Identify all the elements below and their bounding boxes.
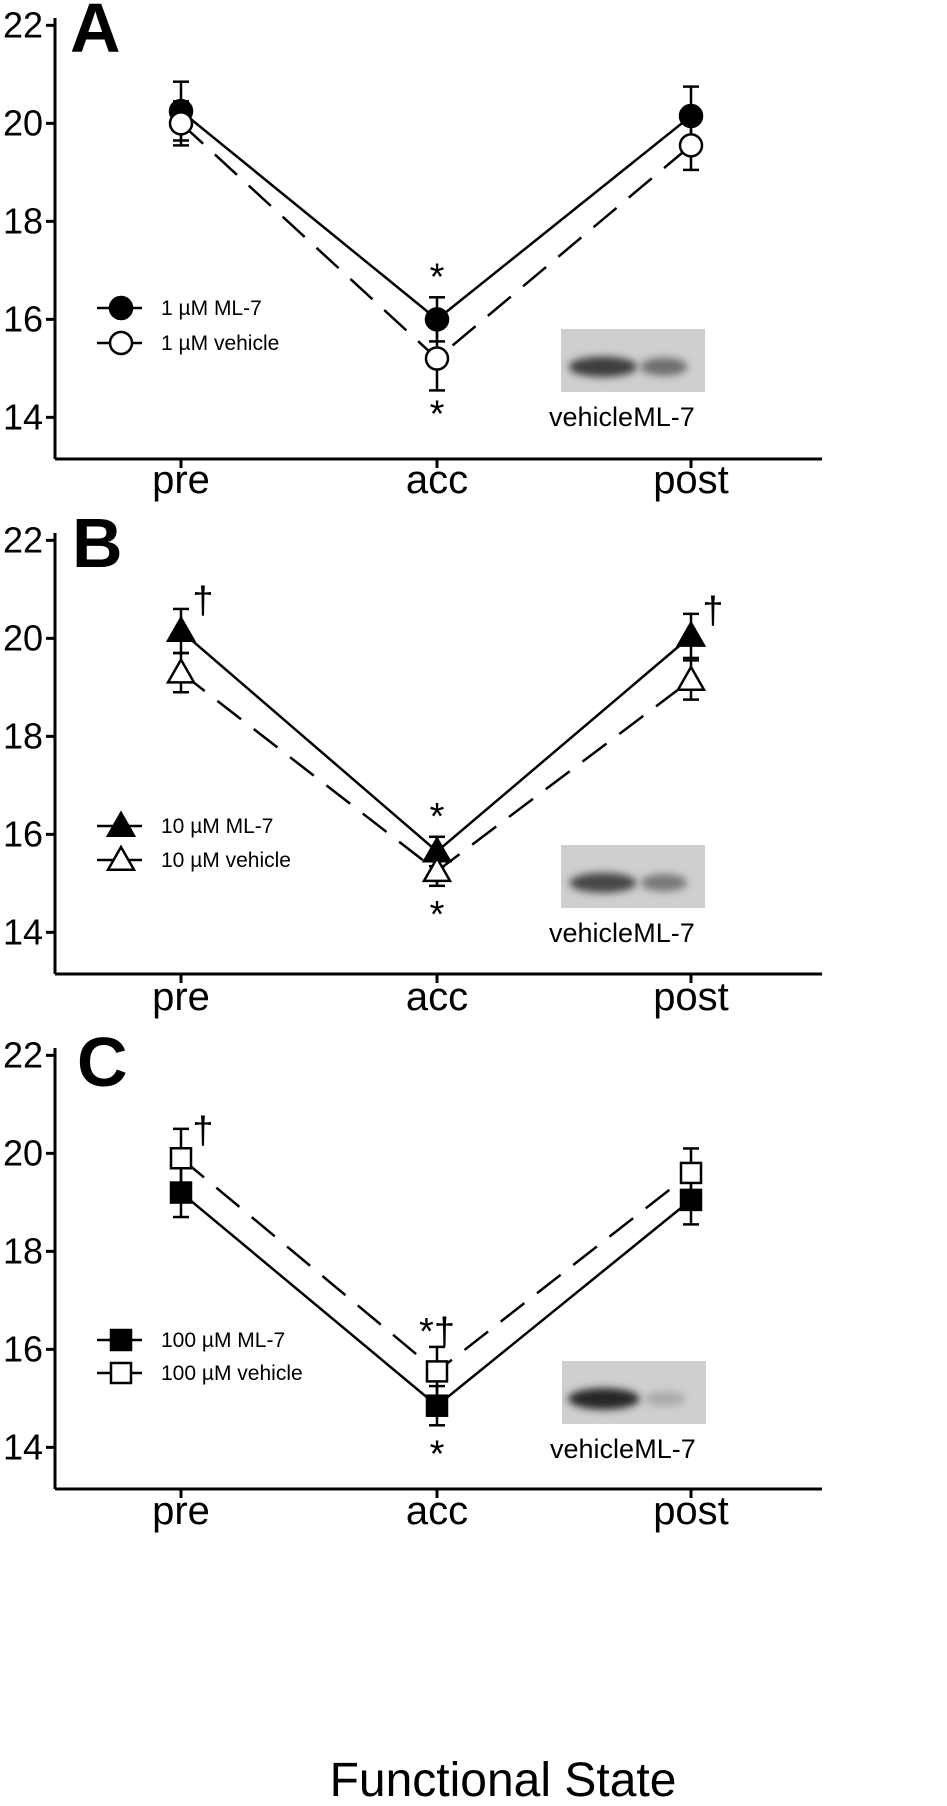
data-point — [675, 664, 707, 691]
y-tick-label: 22 — [3, 4, 43, 45]
legend-label: 1 µM vehicle — [161, 332, 279, 355]
western-blot-inset: vehicle ML-7 — [549, 329, 705, 432]
y-tick-label: 14 — [3, 911, 43, 952]
y-tick-label: 20 — [3, 617, 43, 658]
legend-label: 10 µM vehicle — [161, 849, 291, 872]
data-point — [165, 657, 197, 684]
y-tick-label: 18 — [3, 200, 43, 241]
significance-mark: † — [192, 580, 213, 622]
data-point — [168, 111, 194, 136]
series-vehicle — [169, 1127, 703, 1398]
legend-entry: 100 µM ML-7 — [97, 1328, 285, 1352]
series-ml7 — [165, 607, 707, 868]
data-point — [165, 615, 197, 642]
x-tick-label: post — [653, 458, 729, 502]
y-tick-label: 22 — [3, 1034, 43, 1075]
y-tick-label: 20 — [3, 1132, 43, 1173]
data-point — [425, 1394, 449, 1417]
x-tick-label: pre — [152, 1489, 210, 1533]
legend-entry: 10 µM ML-7 — [97, 810, 273, 838]
legend-entry: 100 µM vehicle — [97, 1361, 303, 1385]
western-blot-inset: vehicle ML-7 — [550, 1361, 706, 1464]
significance-mark: *† — [419, 1311, 455, 1353]
x-axis-title: Functional State — [330, 1754, 677, 1806]
significance-mark: * — [430, 393, 445, 435]
data-point — [169, 1147, 193, 1170]
y-tick-label: 16 — [3, 298, 43, 339]
panel-label: A — [70, 0, 121, 67]
legend-marker — [105, 810, 137, 837]
blot-band — [640, 357, 688, 376]
y-tick-label: 22 — [3, 519, 43, 560]
x-tick-label: acc — [406, 975, 468, 1019]
legend-entry: 10 µM vehicle — [97, 844, 291, 872]
legend-marker — [108, 330, 134, 356]
y-tick-label: 18 — [3, 715, 43, 756]
inset-label: vehicle — [549, 918, 633, 948]
significance-mark: † — [702, 590, 723, 632]
inset-label: ML-7 — [634, 1434, 696, 1464]
blot-band — [568, 1388, 640, 1410]
legend-entry: 1 µM vehicle — [97, 330, 279, 356]
data-point — [679, 1161, 703, 1185]
data-point — [675, 620, 707, 647]
panel-a: 14 16 18 20 22 pre acc post A * * 1 µM ML-7 1 µM veh… — [3, 0, 822, 502]
legend-label: 100 µM vehicle — [161, 1362, 303, 1385]
legend-marker — [105, 844, 137, 871]
x-tick-label: acc — [406, 1489, 468, 1533]
legend-marker — [109, 1328, 133, 1352]
blot-band — [640, 874, 688, 892]
panel-label: C — [77, 1023, 128, 1101]
significance-mark: * — [430, 894, 445, 936]
legend-entry: 1 µM ML-7 — [97, 295, 262, 321]
panel-b: 14 16 18 20 22 pre acc post B † † * * 10 µM ML-7 10 µM… — [3, 504, 822, 1019]
legend-marker — [109, 1361, 133, 1385]
x-tick-label: pre — [152, 458, 210, 502]
series-vehicle — [165, 651, 707, 888]
western-blot-inset: vehicle ML-7 — [549, 845, 705, 948]
x-tick-label: post — [653, 975, 729, 1019]
legend-marker — [108, 295, 134, 321]
x-tick-label: acc — [406, 458, 468, 502]
blot-band — [569, 872, 637, 893]
x-tick-label: pre — [152, 975, 210, 1019]
data-point — [425, 1360, 449, 1383]
panels: 14 16 18 20 22 pre acc post A * * 1 µM ML-7 1 µM veh… — [3, 0, 822, 1533]
data-point — [421, 855, 453, 883]
inset-label: ML-7 — [633, 918, 695, 948]
data-point — [424, 346, 450, 371]
data-point — [678, 133, 704, 158]
inset-label: vehicle — [549, 402, 633, 432]
significance-mark: * — [430, 796, 445, 838]
y-tick-label: 14 — [3, 396, 43, 437]
inset-label: vehicle — [550, 1434, 634, 1464]
y-tick-label: 16 — [3, 1328, 43, 1369]
significance-mark: * — [430, 256, 445, 298]
y-tick-label: 18 — [3, 1230, 43, 1271]
y-tick-label: 14 — [3, 1426, 43, 1467]
blot-band — [644, 1391, 686, 1407]
blot-band — [568, 356, 638, 378]
y-tick-label: 20 — [3, 102, 43, 143]
y-tick-label: 16 — [3, 813, 43, 854]
significance-mark: * — [430, 1433, 445, 1475]
x-tick-label: post — [653, 1489, 729, 1533]
series-vehicle — [168, 100, 704, 392]
panel-label: B — [72, 504, 123, 582]
inset-label: ML-7 — [633, 402, 695, 432]
significance-mark: † — [192, 1110, 213, 1152]
legend-label: 1 µM ML-7 — [161, 297, 262, 320]
legend-label: 100 µM ML-7 — [161, 1329, 285, 1352]
legend-label: 10 µM ML-7 — [161, 815, 273, 838]
panel-c: 14 16 18 20 22 pre acc post C † *† * 100 µM ML-7 100 … — [3, 1023, 822, 1533]
